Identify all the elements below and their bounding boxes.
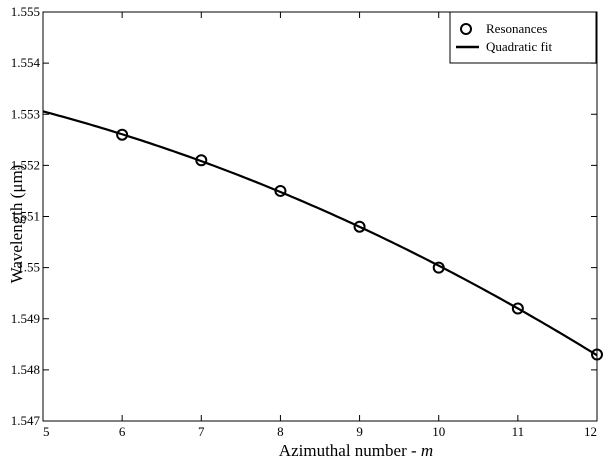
y-tick-label: 1.549 (11, 311, 40, 326)
y-tick-label: 1.554 (11, 55, 41, 70)
x-tick-label: 12 (584, 424, 597, 439)
y-axis-ticks: 1.547 1.548 1.549 1.55 1.551 1.552 1.553 1.554 1… (11, 4, 597, 428)
y-tick-label: 1.551 (11, 209, 40, 224)
x-axis-ticks: 5 6 7 8 9 10 11 12 (42, 12, 598, 439)
y-tick-label: 1.552 (11, 157, 40, 172)
x-axis-title: Azimuthal number - m (279, 441, 433, 460)
x-tick-label: 8 (277, 424, 284, 439)
quadratic-fit-line (42, 110, 598, 357)
x-tick-label: 11 (512, 424, 525, 439)
fit-line-layer (42, 110, 598, 357)
resonance-point (432, 261, 445, 274)
resonance-points-layer (116, 128, 603, 361)
legend-fit-label: Quadratic fit (486, 39, 552, 54)
y-tick-label: 1.548 (11, 362, 40, 377)
y-axis-title: Wavelength (μm) (7, 165, 26, 284)
x-tick-label: 10 (432, 424, 445, 439)
legend-resonances-marker (460, 23, 472, 35)
plot-frame-border (42, 11, 598, 422)
plot-area (42, 11, 598, 422)
x-tick-label: 5 (43, 424, 50, 439)
legend-box (449, 11, 597, 64)
y-tick-label: 1.547 (11, 413, 41, 428)
x-tick-label: 6 (119, 424, 126, 439)
y-tick-label: 1.55 (17, 260, 40, 275)
resonance-point (353, 220, 366, 233)
legend: Resonances Quadratic fit (449, 11, 597, 64)
x-tick-label: 9 (356, 424, 363, 439)
y-tick-label: 1.553 (11, 106, 40, 121)
resonance-point (591, 348, 603, 361)
resonance-point (195, 154, 208, 167)
resonance-point (116, 128, 129, 141)
resonance-point (274, 184, 287, 197)
y-tick-label: 1.555 (11, 4, 40, 19)
legend-resonances-label: Resonances (486, 21, 547, 36)
x-axis-title-text: Azimuthal number - (279, 441, 421, 460)
resonance-point (511, 302, 524, 315)
x-axis-title-var: m (421, 441, 433, 460)
x-tick-label: 7 (198, 424, 205, 439)
